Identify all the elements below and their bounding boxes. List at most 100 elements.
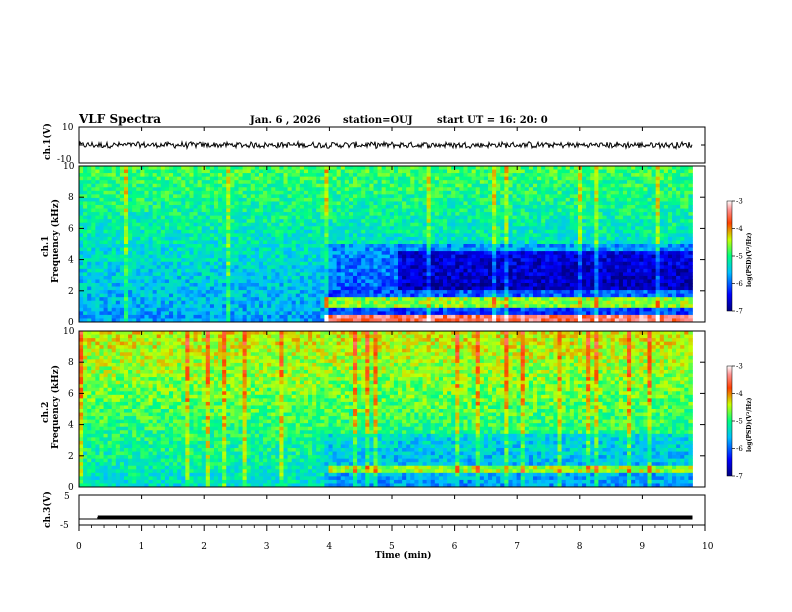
spectrogram-cell bbox=[79, 279, 84, 284]
spectrogram-cell bbox=[332, 293, 338, 298]
spectrogram-cell bbox=[455, 304, 460, 309]
spectrogram-cell bbox=[377, 293, 383, 298]
spectrogram-cell bbox=[87, 279, 92, 284]
spectrogram-cell bbox=[205, 190, 211, 195]
spectrogram-cell bbox=[393, 307, 399, 312]
spectrogram-cell bbox=[443, 290, 448, 295]
spectrogram-cell bbox=[193, 283, 199, 287]
spectrogram-cell bbox=[406, 272, 411, 277]
spectrogram-cell bbox=[512, 258, 518, 263]
spectrogram-cell bbox=[504, 180, 509, 185]
spectrogram-cell bbox=[524, 318, 530, 323]
spectrogram-cell bbox=[353, 201, 358, 206]
spectrogram-cell bbox=[177, 307, 182, 312]
spectrogram-cell bbox=[496, 279, 501, 284]
spectrogram-cell bbox=[185, 226, 190, 231]
spectrogram-cell bbox=[250, 201, 256, 206]
spectrogram-cell bbox=[87, 286, 92, 291]
spectrogram-cell bbox=[164, 201, 170, 206]
spectrogram-cell bbox=[532, 311, 538, 316]
spectrogram-cell bbox=[410, 304, 415, 309]
spectrogram-cell bbox=[467, 275, 473, 280]
spectrogram-cell bbox=[451, 261, 456, 266]
spectrogram-cell bbox=[209, 268, 215, 273]
spectrogram-cell bbox=[238, 212, 243, 217]
spectrogram-cell bbox=[95, 300, 100, 305]
spectrogram-cell bbox=[393, 265, 399, 270]
spectrogram-cell bbox=[201, 279, 207, 284]
spectrogram-cell bbox=[340, 197, 346, 202]
spectrogram-cell bbox=[369, 205, 374, 209]
spectrogram-cell bbox=[430, 173, 436, 178]
spectrogram-cell bbox=[332, 265, 338, 270]
spectrogram-cell bbox=[316, 244, 321, 248]
spectrogram-cell bbox=[107, 290, 113, 295]
spectrogram-cell bbox=[83, 212, 88, 217]
spectrogram-cell bbox=[320, 219, 325, 224]
spectrogram-cell bbox=[361, 180, 366, 185]
spectrogram-cell bbox=[336, 275, 342, 280]
spectrogram-cell bbox=[99, 226, 104, 231]
spectrogram-cell bbox=[520, 318, 526, 323]
spectrogram-cell bbox=[471, 201, 477, 206]
spectrogram-cell bbox=[328, 275, 333, 280]
spectrogram-cell bbox=[426, 166, 432, 170]
spectrogram-cell bbox=[365, 307, 370, 312]
spectrogram-cell bbox=[201, 212, 207, 217]
spectrogram-cell bbox=[447, 208, 452, 213]
spectrogram-cell bbox=[447, 215, 452, 220]
spectrogram-cell bbox=[451, 187, 456, 192]
spectrogram-cell bbox=[263, 314, 268, 319]
spectrogram-cell bbox=[136, 183, 141, 188]
spectrogram-cell bbox=[406, 304, 411, 309]
spectrogram-cell bbox=[205, 258, 211, 263]
spectrogram-cell bbox=[426, 290, 432, 295]
spectrogram-cell bbox=[263, 173, 268, 178]
spectrogram-cell bbox=[115, 180, 121, 185]
spectrogram-cell bbox=[79, 208, 84, 213]
spectrogram-cell bbox=[418, 261, 423, 266]
spectrogram-cell bbox=[164, 258, 170, 263]
spectrogram-cell bbox=[447, 311, 452, 316]
spectrogram-cell bbox=[115, 205, 121, 209]
spectrogram-cell bbox=[320, 187, 325, 192]
spectrogram-cell bbox=[471, 283, 477, 287]
spectrogram-cell bbox=[393, 286, 399, 291]
spectrogram-cell bbox=[365, 275, 370, 280]
spectrogram-cell bbox=[185, 201, 190, 206]
spectrogram-cell bbox=[459, 166, 464, 170]
spectrogram-cell bbox=[271, 304, 276, 309]
spectrogram-cell bbox=[516, 197, 522, 202]
spectrogram-cell bbox=[103, 219, 109, 224]
spectrogram-cell bbox=[258, 190, 264, 195]
spectrogram-cell bbox=[316, 272, 321, 277]
spectrogram-cell bbox=[197, 187, 203, 192]
spectrogram-cell bbox=[487, 219, 493, 224]
spectrogram-cell bbox=[267, 247, 272, 252]
spectrogram-cell bbox=[447, 297, 452, 302]
spectrogram-cell bbox=[438, 190, 444, 195]
spectrogram-cell bbox=[467, 212, 473, 217]
spectrogram-cell bbox=[148, 236, 154, 241]
spectrogram-cell bbox=[140, 190, 145, 195]
spectrogram-cell bbox=[295, 222, 301, 227]
spectrogram-cell bbox=[463, 279, 468, 284]
spectrogram-cell bbox=[79, 254, 84, 259]
spectrogram-cell bbox=[193, 272, 199, 277]
spectrogram-cell bbox=[447, 212, 452, 217]
spectrogram-cell bbox=[320, 286, 325, 291]
spectrogram-cell bbox=[185, 169, 190, 174]
spectrogram-cell bbox=[303, 265, 309, 270]
spectrogram-cell bbox=[398, 307, 403, 312]
spectrogram-cell bbox=[181, 279, 186, 284]
spectrogram-cell bbox=[385, 283, 391, 287]
spectrogram-cell bbox=[532, 304, 538, 309]
spectrogram-cell bbox=[500, 215, 505, 220]
spectrogram-cell bbox=[119, 251, 125, 256]
spectrogram-cell bbox=[516, 286, 522, 291]
spectrogram-cell bbox=[496, 219, 501, 224]
spectrogram-cell bbox=[213, 279, 219, 284]
spectrogram-cell bbox=[271, 283, 276, 287]
spectrogram-cell bbox=[238, 311, 243, 316]
spectrogram-cell bbox=[213, 197, 219, 202]
